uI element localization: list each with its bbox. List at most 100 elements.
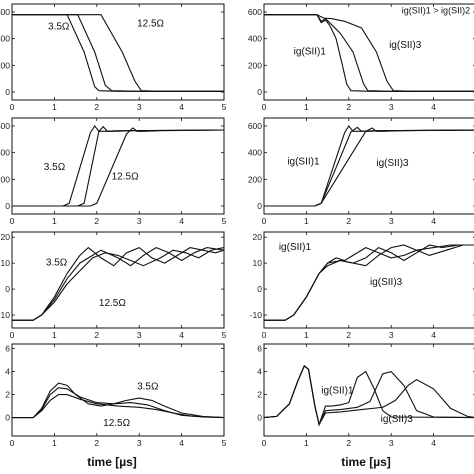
x-tick-label: 1 bbox=[304, 438, 309, 448]
x-tick-label: 2 bbox=[346, 330, 351, 340]
x-tick-label: 3 bbox=[389, 438, 394, 448]
curve-annotation: ig(SII)3 bbox=[389, 40, 422, 51]
curve-annotation: ig(SII)3 bbox=[370, 277, 403, 288]
y-tick-label: 0 bbox=[5, 284, 10, 294]
chart-panel-5: 0123456004002000ig(SII)1ig(SII)3ig(SII)1… bbox=[248, 3, 474, 112]
x-tick-label: 0 bbox=[10, 330, 15, 340]
x-tick-label: 1 bbox=[304, 102, 309, 112]
x-tick-label: 1 bbox=[52, 102, 57, 112]
x-tick-label: 1 bbox=[304, 216, 309, 226]
y-tick-label: 200 bbox=[0, 174, 10, 184]
x-tick-label: 1 bbox=[52, 216, 57, 226]
x-tick-label: 4 bbox=[179, 438, 184, 448]
curve-annotation: 3.5Ω bbox=[44, 162, 66, 173]
series-line-3 bbox=[264, 365, 474, 427]
curve-annotation: 3.5Ω bbox=[137, 381, 159, 392]
series-line-1 bbox=[264, 244, 474, 321]
x-tick-label: 2 bbox=[94, 216, 99, 226]
curve-annotation: 12.5Ω bbox=[137, 19, 164, 30]
x-tick-label: 5 bbox=[222, 438, 227, 448]
curve-annotation: ig(SII)1 bbox=[294, 47, 327, 58]
y-tick-label: 4 bbox=[257, 367, 262, 377]
chart-panel-8: 0123456420ig(SII)1ig(SII)3 bbox=[257, 343, 474, 448]
x-tick-label: 0 bbox=[262, 438, 267, 448]
x-tick-label: 3 bbox=[389, 216, 394, 226]
plot-frame bbox=[11, 231, 225, 329]
x-tick-label: 4 bbox=[431, 438, 436, 448]
x-tick-label: 4 bbox=[179, 330, 184, 340]
series-line-3 bbox=[12, 14, 224, 92]
curve-annotation: 3.5Ω bbox=[48, 21, 70, 32]
y-tick-label: 600 bbox=[248, 121, 262, 131]
y-tick-label: 10 bbox=[1, 258, 11, 268]
curve-annotation: ig(SII)3 bbox=[381, 414, 414, 425]
x-tick-label: 5 bbox=[222, 330, 227, 340]
y-tick-label: -10 bbox=[250, 310, 263, 320]
y-tick-label: 200 bbox=[0, 60, 10, 70]
x-tick-label: 0 bbox=[262, 330, 267, 340]
y-tick-label: 600 bbox=[248, 7, 262, 17]
series-line-1 bbox=[264, 365, 474, 427]
series-line-2 bbox=[264, 244, 474, 321]
y-tick-label: 200 bbox=[248, 174, 262, 184]
series-line-2 bbox=[12, 125, 224, 207]
y-tick-label: 6 bbox=[257, 344, 262, 354]
plot-frame bbox=[11, 117, 225, 215]
x-tick-label: 3 bbox=[137, 330, 142, 340]
series-line-1 bbox=[12, 382, 224, 419]
y-tick-label: 4 bbox=[5, 367, 10, 377]
x-tick-label: 0 bbox=[262, 102, 267, 112]
x-tick-label: 3 bbox=[137, 438, 142, 448]
x-tick-label: 3 bbox=[137, 216, 142, 226]
x-axis-title-right: time [µs] bbox=[341, 455, 391, 469]
series-line-1 bbox=[12, 14, 224, 92]
y-tick-label: 2 bbox=[5, 390, 10, 400]
y-tick-label: 400 bbox=[0, 148, 10, 158]
y-tick-label: 0 bbox=[5, 413, 10, 423]
x-tick-label: 2 bbox=[94, 330, 99, 340]
series-line-2 bbox=[264, 365, 474, 427]
x-tick-label: 0 bbox=[10, 102, 15, 112]
series-line-2 bbox=[264, 14, 474, 92]
y-tick-label: 400 bbox=[0, 34, 10, 44]
chart-panel-1: 0 1 2 3 4 5 600 400 200 0 3.5Ω 12.5Ω bbox=[0, 3, 227, 112]
x-tick-label: 1 bbox=[52, 438, 57, 448]
plot-frame bbox=[263, 231, 474, 329]
x-tick-label: 0 bbox=[10, 216, 15, 226]
curve-annotation: ig(SII)1 bbox=[287, 157, 320, 168]
x-tick-label: 3 bbox=[389, 330, 394, 340]
chart-panel-2: 0 1 2 3 4 5 600 400 200 0 3.5Ω 12.5Ω bbox=[0, 117, 227, 226]
curve-annotation: 12.5Ω bbox=[103, 418, 130, 429]
x-tick-label: 3 bbox=[389, 102, 394, 112]
x-tick-label: 1 bbox=[304, 330, 309, 340]
x-tick-label: 0 bbox=[10, 438, 15, 448]
series-line-2 bbox=[12, 14, 224, 92]
x-tick-label: 2 bbox=[346, 102, 351, 112]
y-tick-label: 20 bbox=[253, 232, 263, 242]
y-tick-label: 0 bbox=[5, 87, 10, 97]
x-tick-label: 4 bbox=[179, 216, 184, 226]
curve-annotation: ig(SII)1 bbox=[279, 242, 312, 253]
x-axis-title-left: time [µs] bbox=[87, 455, 137, 469]
x-tick-label: 4 bbox=[179, 102, 184, 112]
y-tick-label: 400 bbox=[248, 34, 262, 44]
x-tick-label: 2 bbox=[346, 438, 351, 448]
y-tick-label: -10 bbox=[0, 310, 10, 320]
plot-frame bbox=[263, 343, 474, 437]
x-tick-label: 4 bbox=[431, 330, 436, 340]
x-tick-label: 2 bbox=[94, 438, 99, 448]
plot-frame bbox=[263, 3, 474, 101]
y-tick-label: 400 bbox=[248, 148, 262, 158]
x-tick-label: 2 bbox=[94, 102, 99, 112]
y-tick-label: 10 bbox=[253, 258, 263, 268]
y-tick-label: 0 bbox=[257, 87, 262, 97]
y-tick-label: 20 bbox=[1, 232, 11, 242]
series-line-3 bbox=[12, 127, 224, 207]
chart-panel-6: 0123456004002000ig(SII)1ig(SII)3 bbox=[248, 117, 474, 226]
series-line-3 bbox=[12, 394, 224, 419]
chart-panel-4: 0 1 2 3 4 5 6 4 2 0 3.5Ω 12.5Ω bbox=[5, 343, 227, 448]
x-tick-label: 4 bbox=[431, 102, 436, 112]
curve-annotation: 3.5Ω bbox=[46, 258, 68, 269]
